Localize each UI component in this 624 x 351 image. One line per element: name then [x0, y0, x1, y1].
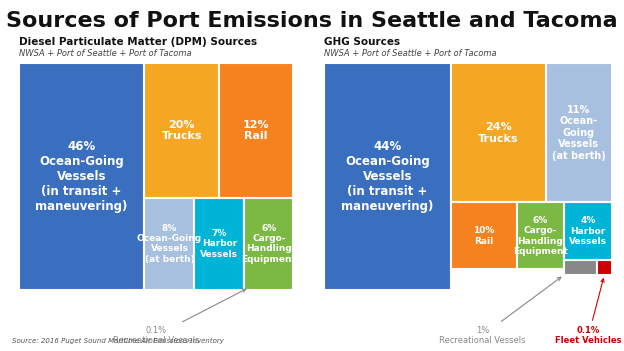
Text: 11%
Ocean-
Going
Vessels
(at berth): 11% Ocean- Going Vessels (at berth): [552, 105, 605, 161]
Bar: [195, 198, 245, 290]
Text: Diesel Particulate Matter (DPM) Sources: Diesel Particulate Matter (DPM) Sources: [19, 38, 257, 47]
Bar: [545, 63, 612, 203]
Bar: [219, 63, 293, 198]
Text: NWSA + Port of Seattle + Port of Tacoma: NWSA + Port of Seattle + Port of Tacoma: [324, 49, 497, 58]
Text: 20%
Trucks: 20% Trucks: [162, 120, 202, 141]
Bar: [245, 198, 293, 290]
Text: Source: 2016 Puget Sound Maritime Air Emissions Inventory: Source: 2016 Puget Sound Maritime Air Em…: [12, 338, 225, 344]
Bar: [517, 203, 564, 269]
Text: 24%
Trucks: 24% Trucks: [478, 122, 519, 144]
Bar: [324, 63, 451, 290]
Text: Sources of Port Emissions in Seattle and Tacoma: Sources of Port Emissions in Seattle and…: [6, 11, 618, 31]
Text: 0.1%
Recreational Vessels: 0.1% Recreational Vessels: [113, 289, 246, 345]
Text: 6%
Cargo-
Handling
Equipment: 6% Cargo- Handling Equipment: [513, 216, 568, 256]
Text: GHG Sources: GHG Sources: [324, 38, 401, 47]
Bar: [451, 63, 545, 203]
Bar: [451, 203, 517, 269]
Text: 46%
Ocean-Going
Vessels
(in transit +
maneuvering): 46% Ocean-Going Vessels (in transit + ma…: [36, 140, 128, 213]
Bar: [145, 198, 195, 290]
Text: 0.1%
Fleet Vehicles: 0.1% Fleet Vehicles: [555, 279, 622, 345]
Text: NWSA + Port of Seattle + Port of Tacoma: NWSA + Port of Seattle + Port of Tacoma: [19, 49, 192, 58]
Bar: [564, 203, 612, 260]
Text: 10%
Rail: 10% Rail: [473, 226, 494, 245]
Text: 8%
Ocean-Going
Vessels
(at berth): 8% Ocean-Going Vessels (at berth): [137, 224, 202, 264]
Bar: [19, 63, 145, 290]
Bar: [564, 260, 597, 275]
Text: 7%
Harbor
Vessels: 7% Harbor Vessels: [200, 229, 238, 259]
Bar: [145, 63, 219, 198]
Text: 4%
Harbor
Vessels: 4% Harbor Vessels: [569, 216, 607, 246]
Text: 44%
Ocean-Going
Vessels
(in transit +
maneuvering): 44% Ocean-Going Vessels (in transit + ma…: [341, 140, 434, 213]
Bar: [597, 260, 612, 275]
Text: 12%
Rail: 12% Rail: [243, 120, 270, 141]
Text: 1%
Recreational Vessels: 1% Recreational Vessels: [439, 277, 561, 345]
Text: 6%
Cargo-
Handling
Equipment: 6% Cargo- Handling Equipment: [241, 224, 296, 264]
